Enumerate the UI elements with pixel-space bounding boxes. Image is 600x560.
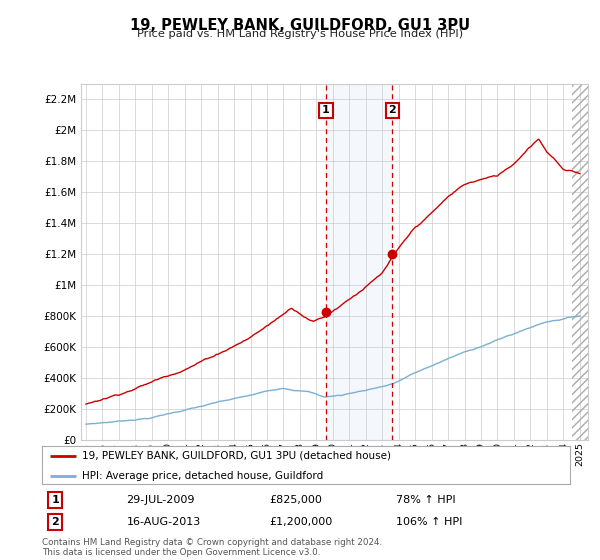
Text: 19, PEWLEY BANK, GUILDFORD, GU1 3PU: 19, PEWLEY BANK, GUILDFORD, GU1 3PU — [130, 18, 470, 33]
Text: £825,000: £825,000 — [269, 495, 322, 505]
Text: 16-AUG-2013: 16-AUG-2013 — [127, 517, 201, 526]
Text: 2: 2 — [389, 105, 397, 115]
Point — [321, 307, 331, 316]
Text: Price paid vs. HM Land Registry's House Price Index (HPI): Price paid vs. HM Land Registry's House … — [137, 29, 463, 39]
Bar — [572, 84, 588, 440]
Point — [388, 250, 397, 259]
Text: 29-JUL-2009: 29-JUL-2009 — [127, 495, 195, 505]
Text: £1,200,000: £1,200,000 — [269, 517, 332, 526]
Text: 19, PEWLEY BANK, GUILDFORD, GU1 3PU (detached house): 19, PEWLEY BANK, GUILDFORD, GU1 3PU (det… — [82, 451, 391, 461]
Text: 1: 1 — [322, 105, 330, 115]
Text: 1: 1 — [52, 495, 59, 505]
Text: 78% ↑ HPI: 78% ↑ HPI — [396, 495, 455, 505]
Bar — [326, 84, 392, 440]
Text: 2: 2 — [52, 517, 59, 526]
Text: HPI: Average price, detached house, Guildford: HPI: Average price, detached house, Guil… — [82, 471, 323, 481]
Text: Contains HM Land Registry data © Crown copyright and database right 2024.
This d: Contains HM Land Registry data © Crown c… — [42, 538, 382, 557]
Text: 106% ↑ HPI: 106% ↑ HPI — [396, 517, 462, 526]
